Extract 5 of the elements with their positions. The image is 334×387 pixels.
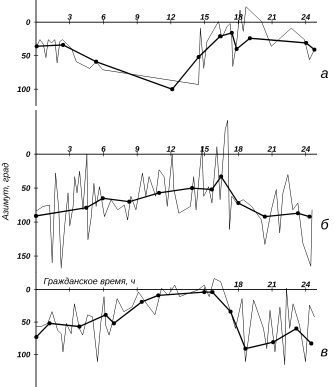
- y-axis-title: Азимут, град: [2, 163, 10, 221]
- text: а: [320, 70, 328, 78]
- text: в: [320, 348, 328, 356]
- text: б: [321, 218, 330, 230]
- x-axis-title: Гражданское время, ч: [44, 278, 136, 286]
